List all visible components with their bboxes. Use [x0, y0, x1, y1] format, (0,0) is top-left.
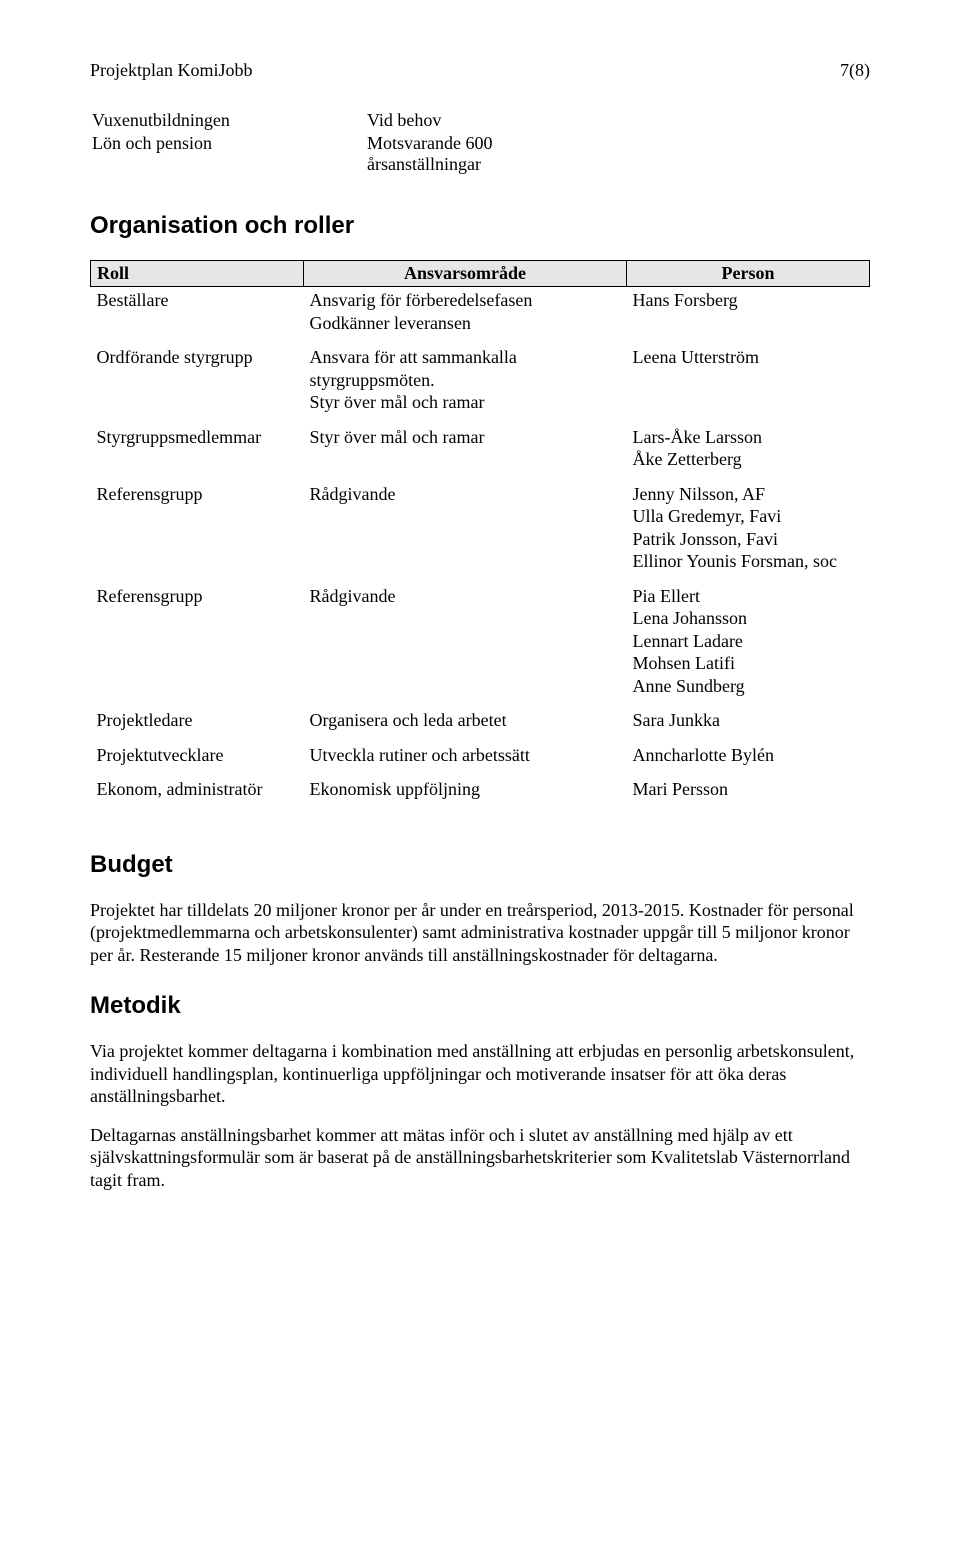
table-row: Beställare Ansvarig för förberedelsefase…: [91, 287, 870, 345]
cell-ansvar: Rådgivande: [304, 481, 627, 583]
cell-ansvar: Rådgivande: [304, 583, 627, 708]
cell-person: Jenny Nilsson, AFUlla Gredemyr, FaviPatr…: [627, 481, 870, 583]
cell-person: Mari Persson: [627, 776, 870, 811]
cell-person: Leena Utterström: [627, 344, 870, 424]
col-header-roll: Roll: [91, 261, 304, 287]
cell-roll: Referensgrupp: [91, 481, 304, 583]
metodik-paragraph-2: Deltagarnas anställningsbarhet kommer at…: [90, 1124, 870, 1192]
table-row: Ordförande styrgrupp Ansvara för att sam…: [91, 344, 870, 424]
cell-person: Anncharlotte Bylén: [627, 742, 870, 777]
table-row: Projektledare Organisera och leda arbete…: [91, 707, 870, 742]
cell-ansvar: Utveckla rutiner och arbetssätt: [304, 742, 627, 777]
section-title-organisation: Organisation och roller: [90, 212, 870, 240]
table-row: Vuxenutbildningen Vid behov: [92, 109, 870, 132]
cell-person: Sara Junkka: [627, 707, 870, 742]
section-title-budget: Budget: [90, 851, 870, 879]
cell-value: Motsvarande 600årsanställningar: [367, 132, 492, 176]
cell-ansvar: Ansvara för att sammankallastyrgruppsmöt…: [304, 344, 627, 424]
cell-ansvar: Organisera och leda arbetet: [304, 707, 627, 742]
cell-ansvar: Styr över mål och ramar: [304, 424, 627, 481]
section-title-metodik: Metodik: [90, 992, 870, 1020]
table-row: Projektutvecklare Utveckla rutiner och a…: [91, 742, 870, 777]
roles-table: Roll Ansvarsområde Person Beställare Ans…: [90, 260, 870, 811]
page: Projektplan KomiJobb 7(8) Vuxenutbildnin…: [0, 0, 960, 1267]
cell-person: Pia EllertLena JohanssonLennart LadareMo…: [627, 583, 870, 708]
table-row: Referensgrupp Rådgivande Pia EllertLena …: [91, 583, 870, 708]
cell-ansvar: Ansvarig för förberedelsefasenGodkänner …: [304, 287, 627, 345]
col-header-ansvar: Ansvarsområde: [304, 261, 627, 287]
cell-value: Vid behov: [367, 109, 441, 132]
cell-roll: Ordförande styrgrupp: [91, 344, 304, 424]
table-row: Lön och pension Motsvarande 600årsanstäl…: [92, 132, 870, 176]
cell-roll: Ekonom, administratör: [91, 776, 304, 811]
header-left: Projektplan KomiJobb: [90, 60, 253, 81]
top-two-col-table: Vuxenutbildningen Vid behov Lön och pens…: [92, 109, 870, 176]
cell-person: Lars-Åke LarssonÅke Zetterberg: [627, 424, 870, 481]
page-header: Projektplan KomiJobb 7(8): [90, 60, 870, 81]
cell-person: Hans Forsberg: [627, 287, 870, 345]
spacer: [90, 982, 870, 992]
cell-label: Vuxenutbildningen: [92, 109, 367, 132]
col-header-person: Person: [627, 261, 870, 287]
table-header-row: Roll Ansvarsområde Person: [91, 261, 870, 287]
header-right: 7(8): [840, 60, 870, 81]
cell-roll: Projektledare: [91, 707, 304, 742]
cell-roll: Beställare: [91, 287, 304, 345]
cell-ansvar: Ekonomisk uppföljning: [304, 776, 627, 811]
cell-roll: Projektutvecklare: [91, 742, 304, 777]
budget-paragraph: Projektet har tilldelats 20 miljoner kro…: [90, 899, 870, 967]
cell-roll: Referensgrupp: [91, 583, 304, 708]
cell-roll: Styrgruppsmedlemmar: [91, 424, 304, 481]
table-row: Ekonom, administratör Ekonomisk uppföljn…: [91, 776, 870, 811]
table-row: Referensgrupp Rådgivande Jenny Nilsson, …: [91, 481, 870, 583]
table-row: Styrgruppsmedlemmar Styr över mål och ra…: [91, 424, 870, 481]
cell-label: Lön och pension: [92, 132, 367, 176]
metodik-paragraph-1: Via projektet kommer deltagarna i kombin…: [90, 1040, 870, 1108]
